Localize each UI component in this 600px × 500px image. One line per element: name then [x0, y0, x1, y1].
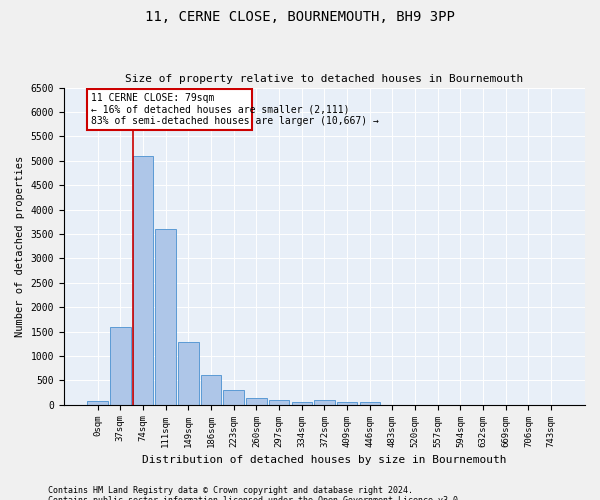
Bar	[246, 398, 266, 404]
Bar	[133, 156, 153, 404]
Bar	[337, 402, 357, 404]
Text: Contains public sector information licensed under the Open Government Licence v3: Contains public sector information licen…	[48, 496, 463, 500]
Bar	[110, 326, 131, 404]
X-axis label: Distribution of detached houses by size in Bournemouth: Distribution of detached houses by size …	[142, 455, 506, 465]
Bar	[201, 376, 221, 404]
Text: 11, CERNE CLOSE, BOURNEMOUTH, BH9 3PP: 11, CERNE CLOSE, BOURNEMOUTH, BH9 3PP	[145, 10, 455, 24]
Bar	[359, 402, 380, 404]
Bar	[292, 402, 312, 404]
Text: ← 16% of detached houses are smaller (2,111): ← 16% of detached houses are smaller (2,…	[91, 104, 349, 115]
Y-axis label: Number of detached properties: Number of detached properties	[15, 156, 25, 337]
Bar	[155, 229, 176, 404]
Text: Contains HM Land Registry data © Crown copyright and database right 2024.: Contains HM Land Registry data © Crown c…	[48, 486, 413, 495]
Bar	[88, 88, 252, 130]
Bar	[178, 342, 199, 404]
Bar	[269, 400, 289, 404]
Title: Size of property relative to detached houses in Bournemouth: Size of property relative to detached ho…	[125, 74, 524, 84]
Bar	[88, 401, 108, 404]
Text: 83% of semi-detached houses are larger (10,667) →: 83% of semi-detached houses are larger (…	[91, 116, 379, 126]
Bar	[314, 400, 335, 404]
Text: 11 CERNE CLOSE: 79sqm: 11 CERNE CLOSE: 79sqm	[91, 93, 214, 103]
Bar	[223, 390, 244, 404]
